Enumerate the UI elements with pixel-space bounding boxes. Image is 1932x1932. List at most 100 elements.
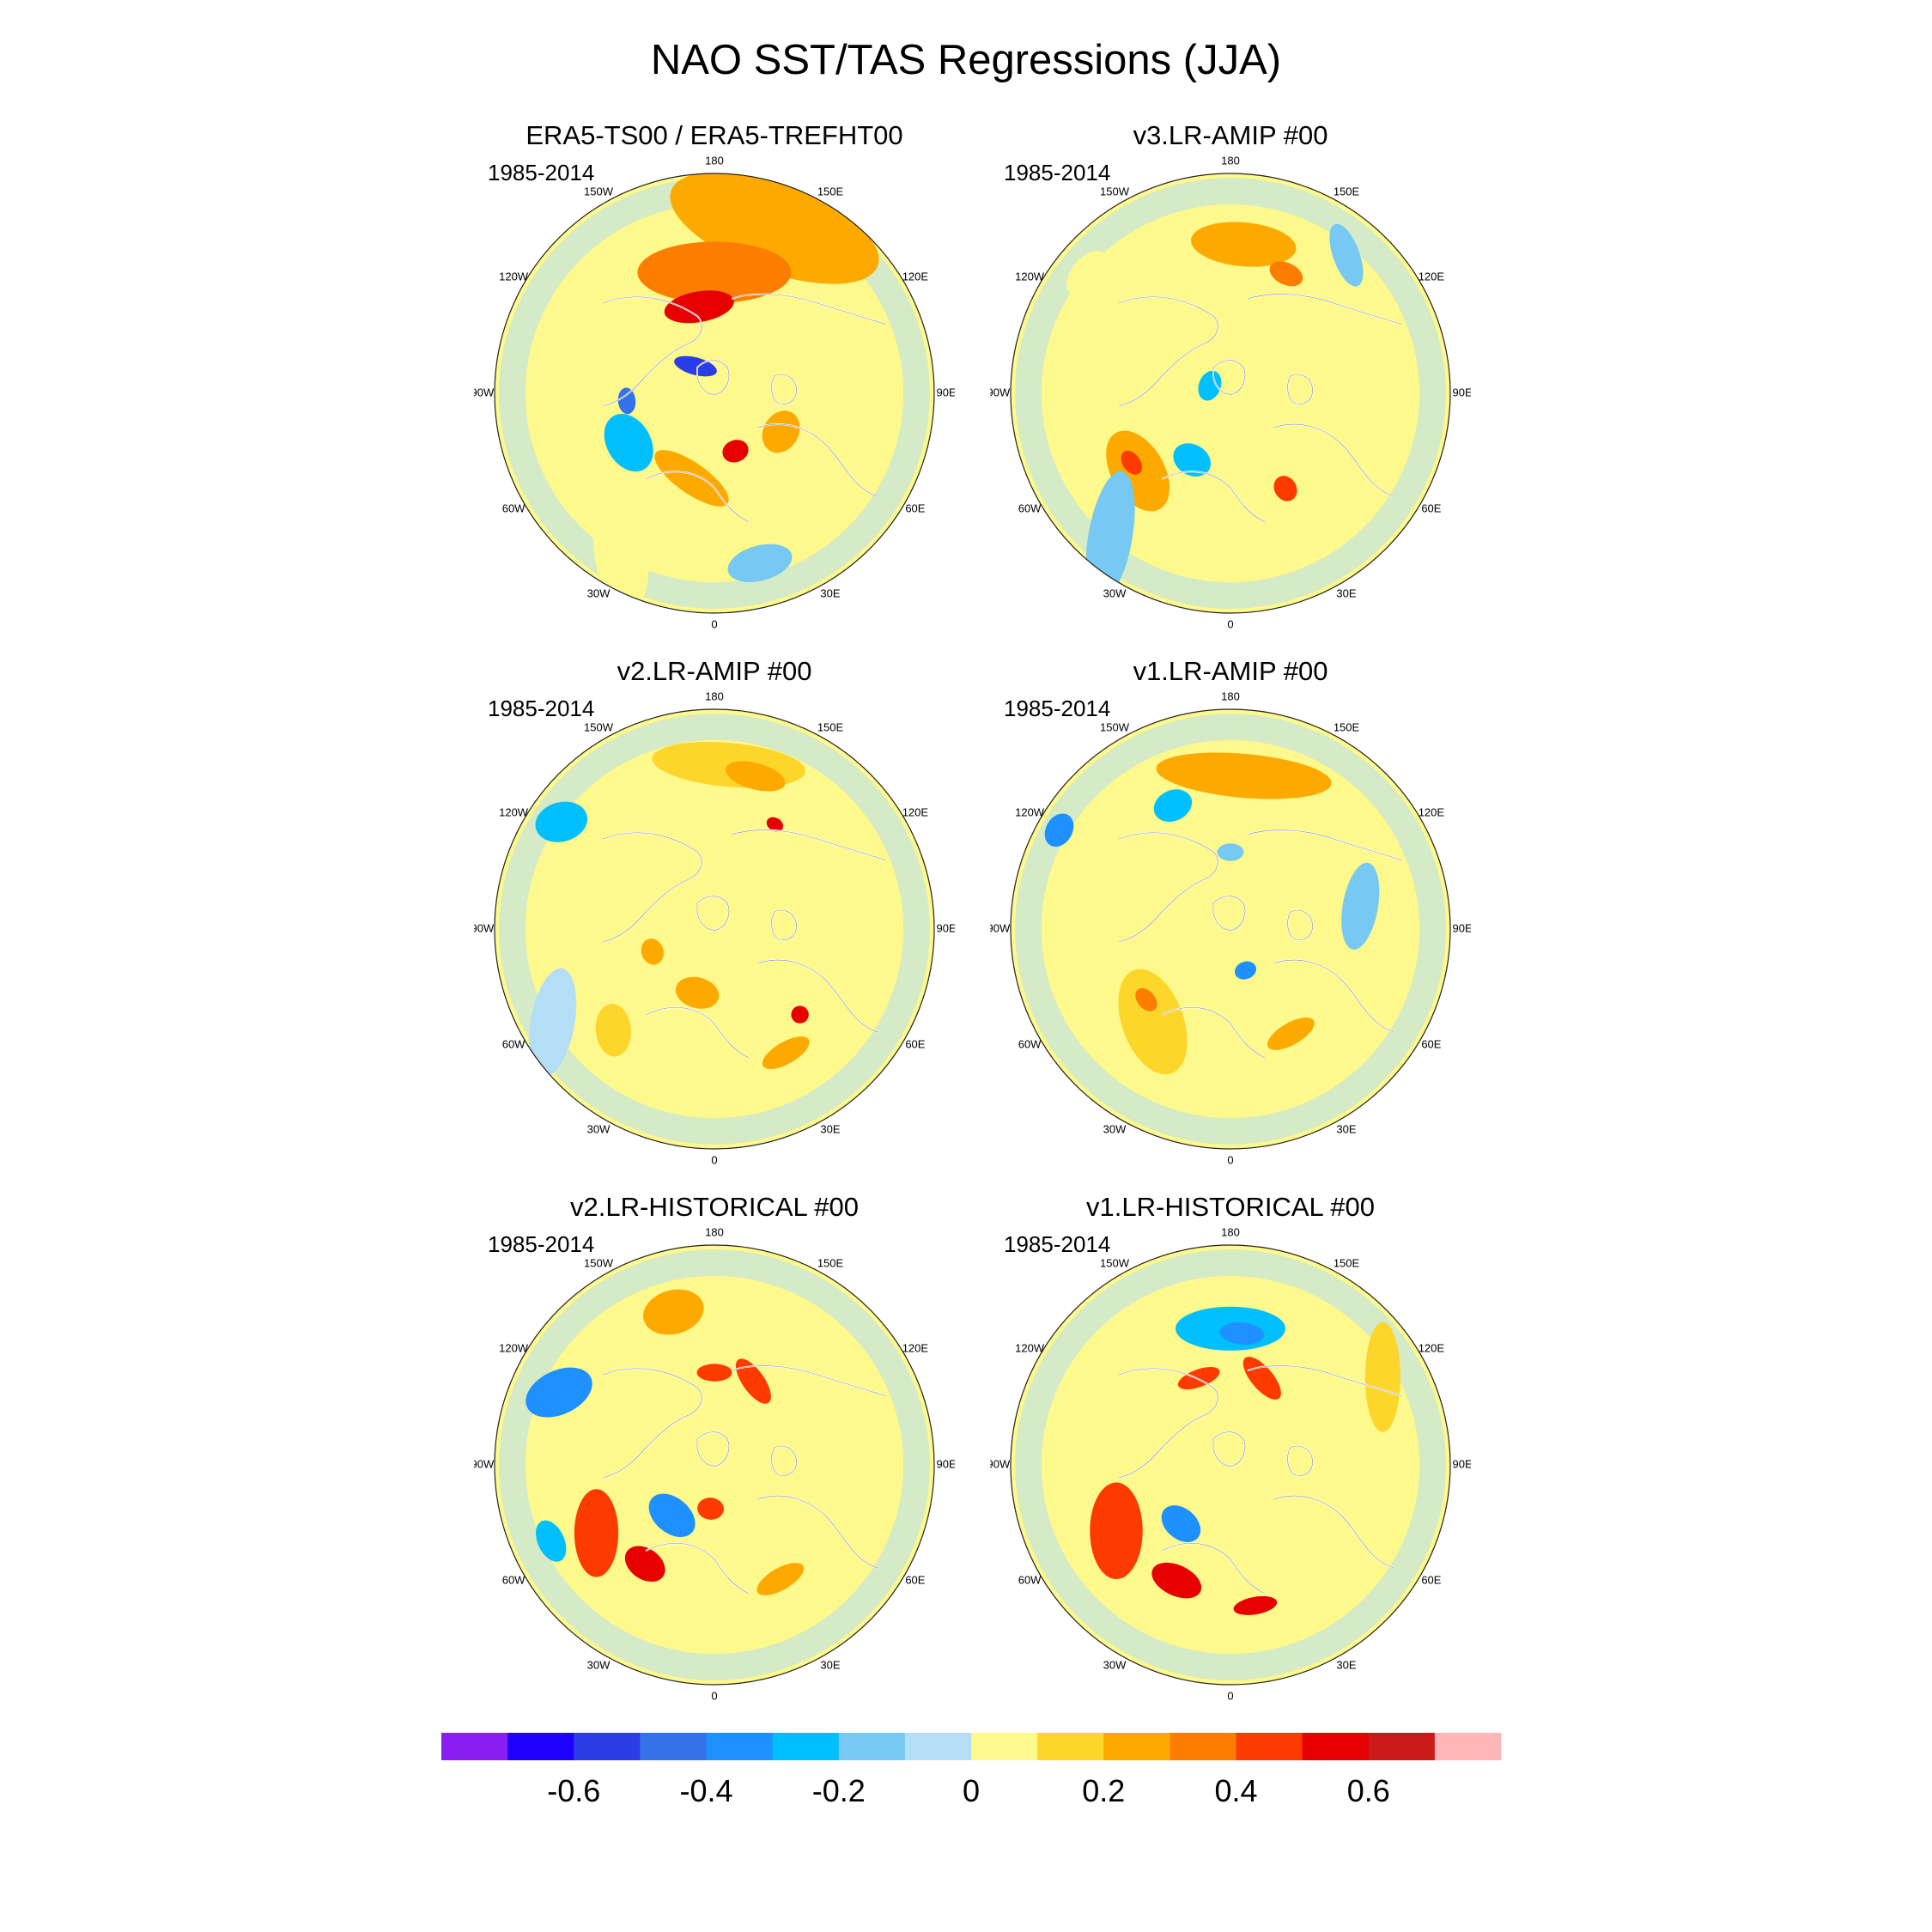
lon-label: 90E xyxy=(937,1457,955,1470)
coastline-outline xyxy=(1287,374,1313,404)
anomaly-region xyxy=(1242,1357,1281,1400)
panel-v2amip: v2.LR-AMIP #00 1985-2014 180 150E 120E 90E 6… xyxy=(474,654,955,1170)
lon-label: 60W xyxy=(502,1037,526,1050)
lon-label: 150W xyxy=(584,185,614,198)
lon-label: 120E xyxy=(902,1341,929,1354)
anomaly-region xyxy=(722,440,749,463)
coastline-outline xyxy=(696,896,730,931)
lon-label: 120E xyxy=(1419,270,1445,283)
coastline-outline xyxy=(602,1368,702,1479)
panel-v1amip: v1.LR-AMIP #00 1985-2014 180 150E 120E 90E 6… xyxy=(990,654,1471,1170)
polar-map: 180 150E 120E 90E 60E 30E 0 30W 60W 90W 120W 150W xyxy=(474,690,955,1166)
lon-label: 90W xyxy=(474,921,495,934)
coastline-outline xyxy=(696,360,730,395)
anomaly-region xyxy=(637,241,792,303)
period-label: 1985-2014 xyxy=(488,1231,595,1257)
lon-label: 90W xyxy=(474,386,495,398)
lon-label: 120E xyxy=(1419,805,1445,818)
anomaly-region xyxy=(1135,987,1157,1012)
coastline-outline xyxy=(771,909,797,940)
anomaly-region xyxy=(1190,222,1297,267)
coastline-outline xyxy=(1161,1006,1266,1059)
lon-label: 180 xyxy=(705,154,724,167)
anomaly-region xyxy=(529,968,577,1077)
lon-label: 180 xyxy=(1221,690,1240,702)
map-field xyxy=(495,1245,934,1685)
map-field xyxy=(495,173,934,613)
anomaly-region xyxy=(526,1367,592,1418)
lon-label: 0 xyxy=(1227,1690,1233,1703)
page-title: NAO SST/TAS Regressions (JJA) xyxy=(650,37,1282,83)
period-label: 1985-2014 xyxy=(1004,696,1111,721)
lon-label: 150E xyxy=(817,721,844,734)
colorbar-bin xyxy=(971,1733,1038,1760)
lon-label: 30E xyxy=(820,586,840,599)
coastline-outline xyxy=(645,1542,750,1595)
lon-label: 150W xyxy=(584,721,614,734)
map-border xyxy=(1010,173,1451,614)
lon-label: 180 xyxy=(705,1225,724,1238)
panel-v1hist: v1.LR-HISTORICAL #00 1985-2014 180 150E 12… xyxy=(990,1190,1471,1705)
anomaly-region xyxy=(1269,261,1303,287)
anomaly-region xyxy=(595,1004,631,1057)
colorbar-bin xyxy=(706,1733,774,1760)
background-field xyxy=(495,1245,934,1685)
anomaly-region xyxy=(1217,843,1244,861)
coastline-outline xyxy=(1287,909,1313,940)
lon-label: 60W xyxy=(1018,1573,1042,1586)
period-label: 1985-2014 xyxy=(1004,1231,1111,1257)
map-border xyxy=(1010,708,1451,1150)
coastline-outline xyxy=(756,423,878,497)
period-label: 1985-2014 xyxy=(488,160,595,185)
anomaly-region xyxy=(762,1036,810,1070)
anomaly-region xyxy=(696,1364,732,1382)
coastline-outline xyxy=(756,959,878,1033)
panel-v3amip: v3.LR-AMIP #00 1985-2014 180 150E 120E 90E 6… xyxy=(990,118,1471,634)
lon-label: 150E xyxy=(1334,1257,1360,1270)
panel-era5: ERA5-TS00 / ERA5-TREFHT00 1985-2014 180 1… xyxy=(474,118,955,634)
anomaly-region xyxy=(727,544,793,582)
anomaly-region xyxy=(1198,370,1222,401)
lon-label: 60E xyxy=(1421,1037,1441,1050)
lon-label: 150W xyxy=(1100,1257,1130,1270)
lon-label: 0 xyxy=(711,1690,717,1703)
anomaly-region xyxy=(1173,443,1212,477)
anomaly-region xyxy=(725,761,786,792)
anomaly-region xyxy=(1153,789,1193,823)
map-field xyxy=(1011,709,1450,1149)
lon-label: 120E xyxy=(1419,1341,1445,1354)
map-border xyxy=(494,1244,935,1686)
lon-label: 30E xyxy=(1336,586,1356,599)
anomaly-region xyxy=(762,410,800,453)
coastline-outline xyxy=(1287,1445,1313,1476)
lon-label: 0 xyxy=(711,618,717,631)
polar-map: 180 150E 120E 90E 60E 30E 0 30W 60W 90W 120W 150W xyxy=(474,1225,955,1703)
lon-label: 120W xyxy=(1015,270,1045,283)
colorbar-tick-label: -0.6 xyxy=(547,1773,600,1808)
map-border xyxy=(1010,1244,1451,1686)
lon-label: 150W xyxy=(1100,185,1130,198)
anomaly-region xyxy=(574,1489,619,1577)
lon-label: 120W xyxy=(1015,1341,1045,1354)
colorbar-bin xyxy=(1170,1733,1237,1760)
panel-title: v1.LR-HISTORICAL #00 xyxy=(1086,1192,1375,1222)
ocean-band xyxy=(499,714,930,1145)
coastline-outline xyxy=(1247,294,1403,325)
anomaly-region xyxy=(1044,813,1074,848)
colorbar-tick-label: 0 xyxy=(963,1773,980,1808)
ocean-band xyxy=(1015,1249,1446,1680)
anomaly-region xyxy=(1177,1367,1220,1389)
anomaly-region xyxy=(1364,1321,1400,1432)
colorbar-tick-label: 0.2 xyxy=(1082,1773,1125,1808)
anomaly-region xyxy=(1329,223,1364,287)
anomaly-region xyxy=(1156,752,1332,799)
colorbar-bin xyxy=(904,1733,972,1760)
anomaly-region xyxy=(1341,862,1380,950)
lon-label: 180 xyxy=(705,690,724,702)
coastline-outline xyxy=(1212,896,1246,931)
lon-label: 120E xyxy=(902,270,929,283)
anomaly-region xyxy=(756,1563,805,1595)
coastline-outline xyxy=(1247,1365,1403,1397)
coastline-outline xyxy=(731,1365,887,1397)
